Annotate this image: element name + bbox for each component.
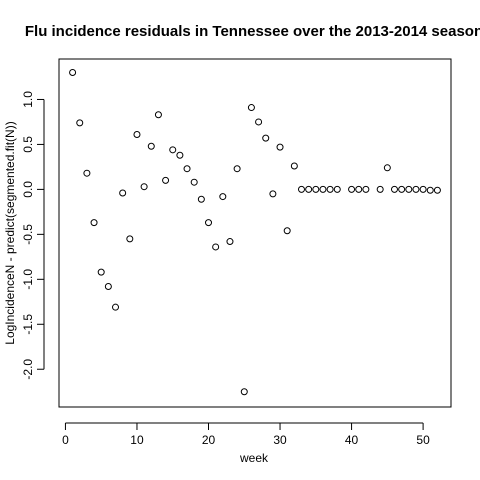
data-point — [183, 165, 191, 173]
data-point — [426, 186, 434, 194]
data-point — [126, 235, 134, 243]
data-point — [90, 219, 98, 227]
y-axis-label: LogIncidenceN - predict(segmented.fit(N)… — [3, 121, 17, 344]
y-tick-label: 1.0 — [21, 91, 35, 108]
y-axis: -2.0 -1.5 -1.0 -0.5 0.0 0.5 1.0 — [21, 91, 45, 380]
data-point — [283, 227, 291, 235]
data-point — [219, 193, 227, 201]
x-axis-label: week — [239, 451, 269, 465]
y-tick-label: 0.0 — [21, 181, 35, 198]
x-tick-label: 30 — [273, 433, 287, 447]
data-point — [97, 268, 105, 276]
data-point — [376, 185, 384, 193]
chart-title: Flu incidence residuals in Tennessee ove… — [25, 23, 480, 40]
x-tick-label: 0 — [62, 433, 69, 447]
data-point — [112, 303, 120, 311]
data-point — [83, 169, 91, 177]
data-point — [305, 185, 313, 193]
y-tick-label: -1.5 — [21, 314, 35, 335]
data-point — [197, 195, 205, 203]
data-point — [169, 146, 177, 154]
plot-frame — [58, 58, 452, 408]
data-point — [190, 178, 198, 186]
data-point — [326, 185, 334, 193]
data-point — [240, 388, 248, 396]
data-point — [162, 176, 170, 184]
data-point — [405, 185, 413, 193]
data-point — [398, 185, 406, 193]
data-point — [212, 243, 220, 251]
data-point — [383, 164, 391, 172]
data-point — [412, 185, 420, 193]
data-point — [133, 131, 141, 139]
y-tick-label: -0.5 — [21, 224, 35, 245]
x-tick-label: 10 — [130, 433, 144, 447]
data-point — [355, 185, 363, 193]
y-tick-label: -1.0 — [21, 269, 35, 290]
x-tick-label: 50 — [416, 433, 430, 447]
data-point — [76, 119, 84, 127]
x-tick-label: 20 — [202, 433, 216, 447]
data-point — [233, 165, 241, 173]
data-point — [69, 68, 77, 76]
x-axis: 0 10 20 30 40 50 — [62, 422, 430, 447]
data-point — [176, 151, 184, 159]
y-tick-label: -2.0 — [21, 359, 35, 380]
x-tick-label: 40 — [345, 433, 359, 447]
data-point — [104, 283, 112, 291]
y-tick-label: 0.5 — [21, 136, 35, 153]
data-point — [419, 185, 427, 193]
data-point — [269, 190, 277, 198]
data-point — [433, 186, 441, 194]
data-point — [205, 219, 213, 227]
data-point — [276, 143, 284, 151]
data-point — [390, 185, 398, 193]
data-point — [119, 189, 127, 197]
data-point — [226, 238, 234, 246]
data-point — [362, 185, 370, 193]
data-point — [333, 185, 341, 193]
data-point — [154, 111, 162, 119]
data-point — [297, 185, 305, 193]
data-point — [319, 185, 327, 193]
data-point — [247, 104, 255, 112]
data-point — [312, 185, 320, 193]
data-point — [262, 134, 270, 142]
data-point — [348, 185, 356, 193]
data-points — [69, 68, 441, 396]
data-point — [140, 183, 148, 191]
data-point — [147, 142, 155, 150]
data-point — [290, 162, 298, 170]
data-point — [255, 118, 263, 126]
